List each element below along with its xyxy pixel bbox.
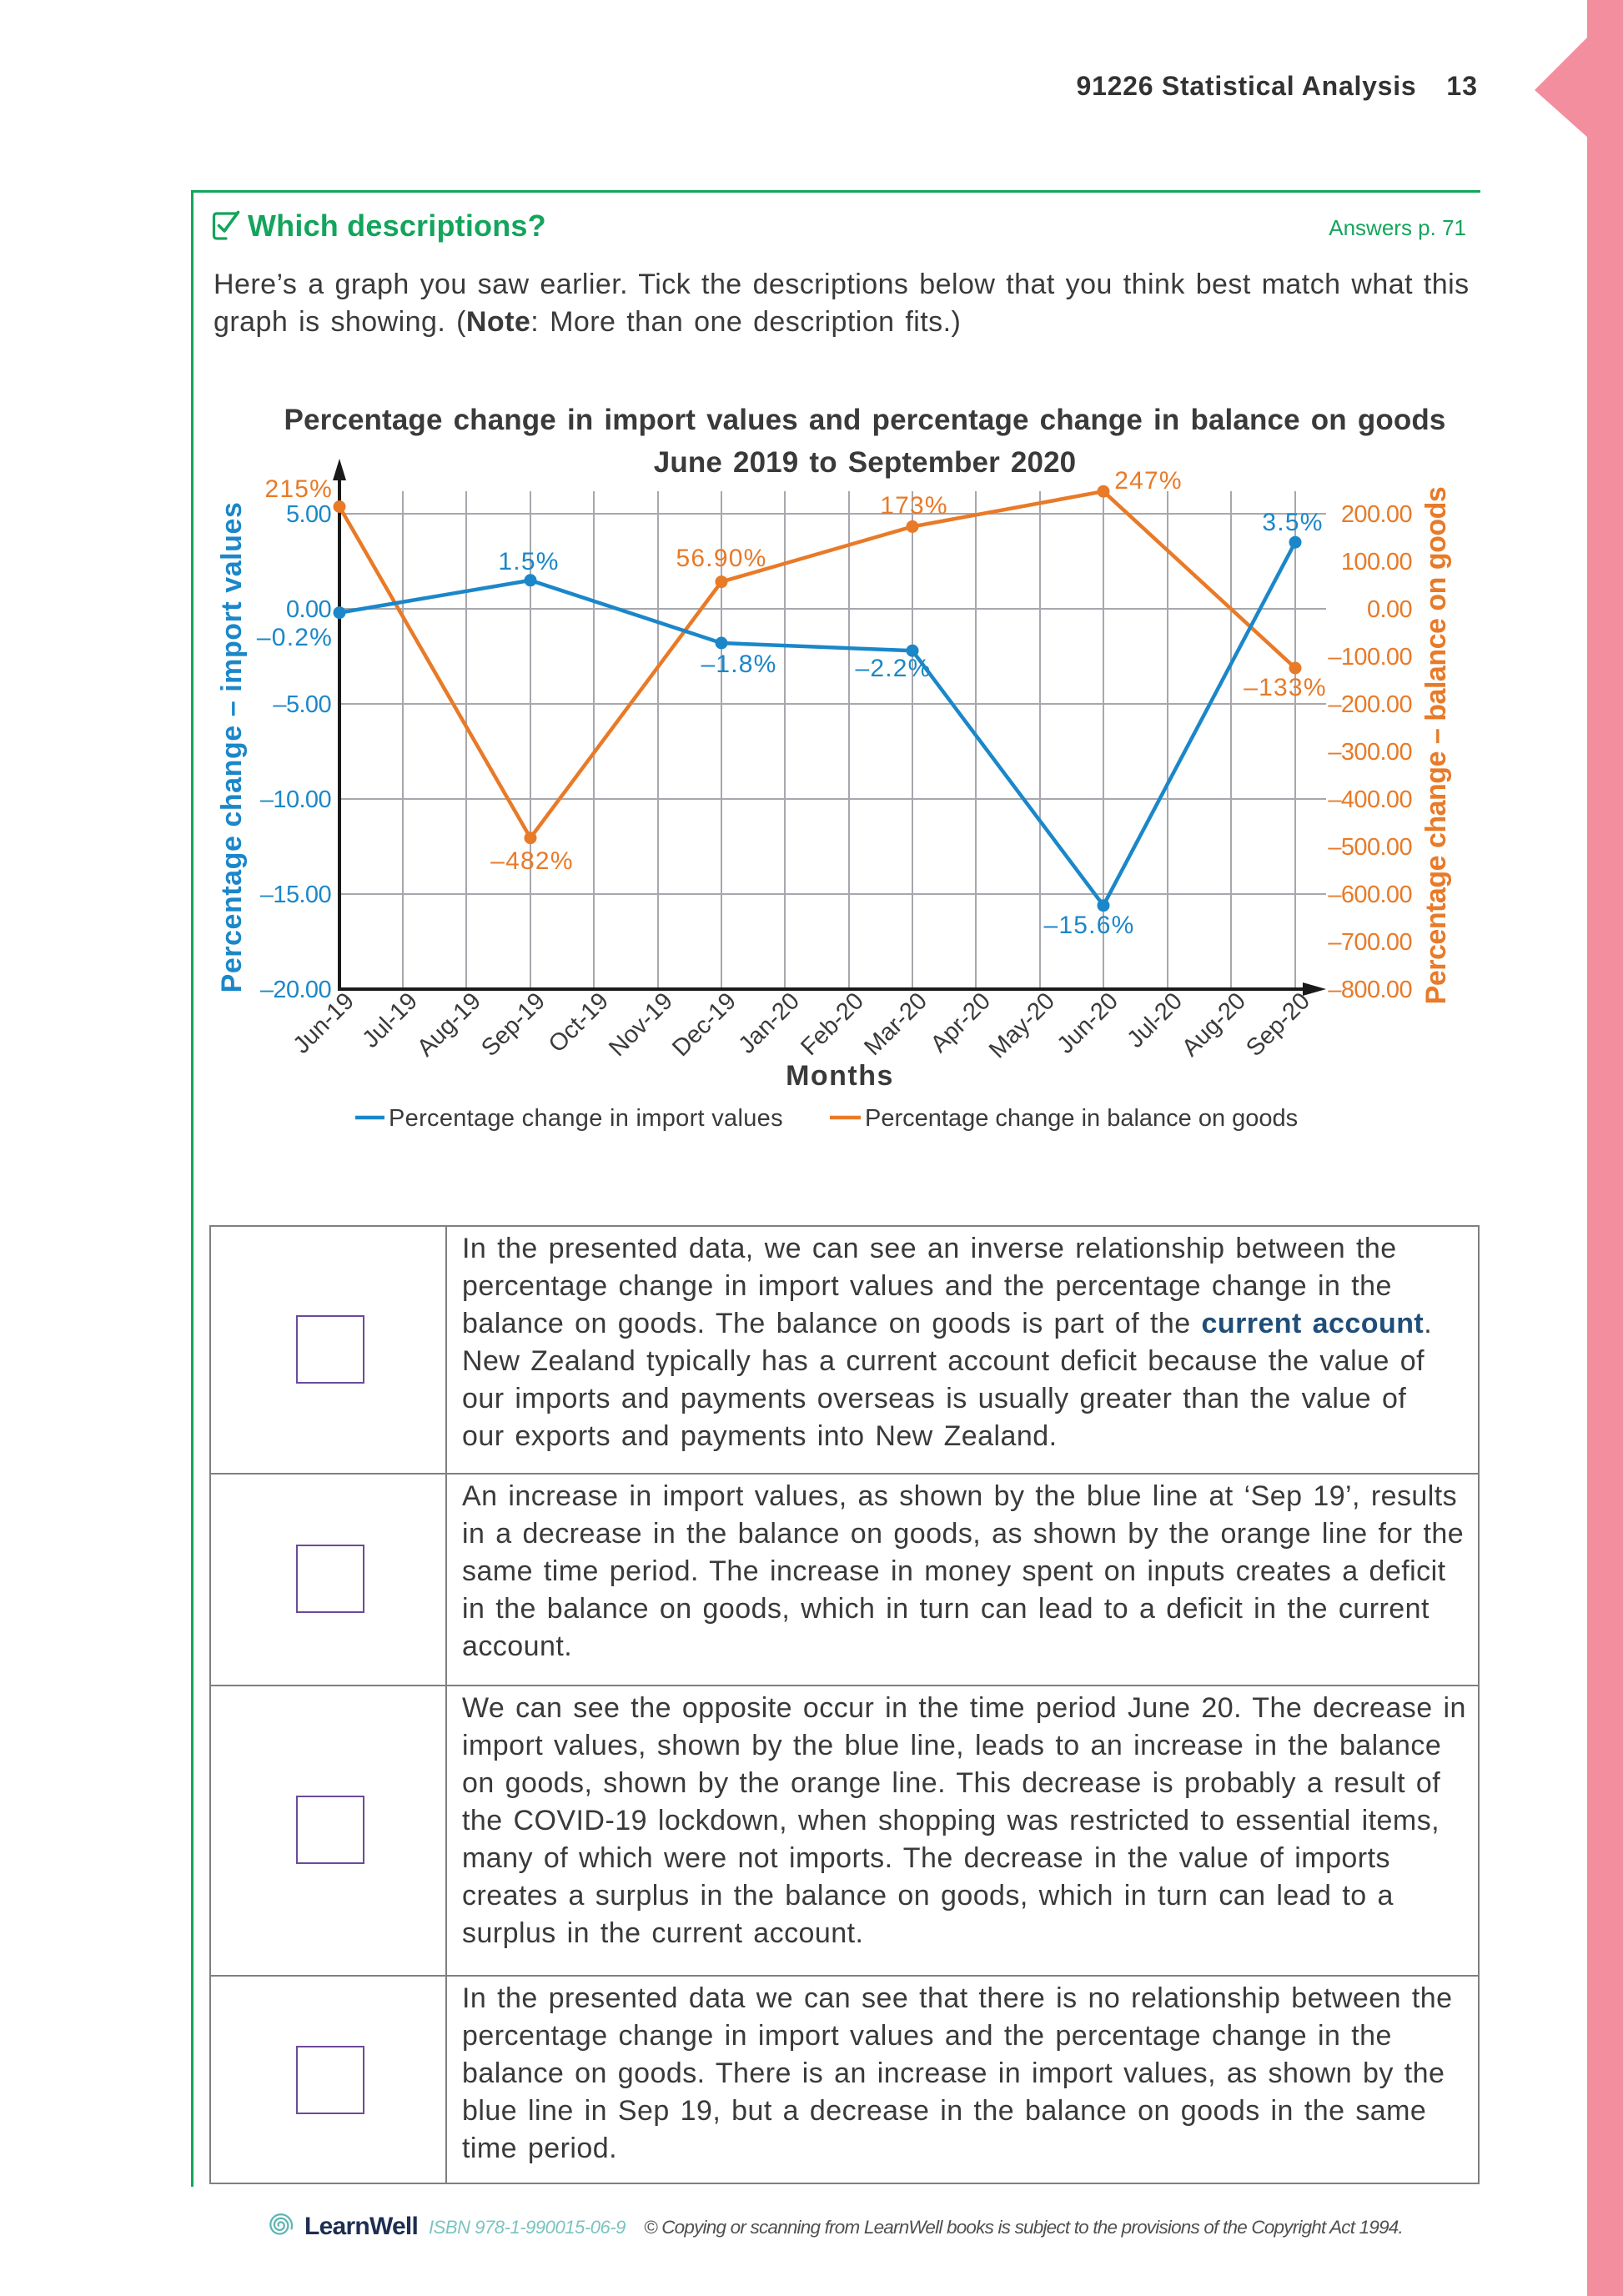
svg-text:–500.00: –500.00 bbox=[1328, 834, 1412, 861]
svg-text:Apr-20: Apr-20 bbox=[926, 987, 996, 1058]
svg-text:Dec-19: Dec-19 bbox=[667, 987, 741, 1062]
svg-text:Percentage change in balance o: Percentage change in balance on goods bbox=[865, 1105, 1298, 1132]
svg-text:0.00: 0.00 bbox=[1367, 596, 1412, 623]
svg-text:Oct-19: Oct-19 bbox=[544, 987, 614, 1058]
svg-text:–5.00: –5.00 bbox=[273, 691, 331, 718]
svg-text:Nov-19: Nov-19 bbox=[604, 987, 678, 1062]
svg-text:215%: 215% bbox=[264, 475, 333, 503]
svg-text:–200.00: –200.00 bbox=[1328, 691, 1412, 718]
svg-text:0.00: 0.00 bbox=[286, 596, 331, 623]
svg-text:3.5%: 3.5% bbox=[1262, 509, 1323, 536]
svg-text:5.00: 5.00 bbox=[286, 501, 331, 528]
svg-text:–400.00: –400.00 bbox=[1328, 786, 1412, 813]
svg-text:Feb-20: Feb-20 bbox=[796, 987, 869, 1061]
svg-text:200.00: 200.00 bbox=[1341, 501, 1412, 528]
svg-text:173%: 173% bbox=[880, 492, 948, 520]
svg-text:May-20: May-20 bbox=[984, 987, 1060, 1063]
svg-text:–20.00: –20.00 bbox=[260, 977, 331, 1003]
svg-text:Mar-20: Mar-20 bbox=[859, 987, 932, 1061]
svg-text:247%: 247% bbox=[1114, 467, 1183, 495]
svg-text:–0.2%: –0.2% bbox=[257, 624, 333, 651]
svg-text:–482%: –482% bbox=[490, 847, 573, 875]
svg-text:100.00: 100.00 bbox=[1341, 549, 1412, 575]
svg-text:–600.00: –600.00 bbox=[1328, 882, 1412, 908]
svg-text:Jan-20: Jan-20 bbox=[734, 987, 805, 1058]
svg-text:Sep-19: Sep-19 bbox=[476, 987, 550, 1062]
svg-text:Sep-20: Sep-20 bbox=[1241, 987, 1315, 1062]
svg-text:–100.00: –100.00 bbox=[1328, 644, 1412, 671]
svg-text:–800.00: –800.00 bbox=[1328, 977, 1412, 1003]
svg-text:Percentage change – balance on: Percentage change – balance on goods bbox=[1420, 487, 1452, 1005]
svg-text:Months: Months bbox=[786, 1060, 894, 1092]
svg-text:–700.00: –700.00 bbox=[1328, 929, 1412, 956]
svg-text:–15.00: –15.00 bbox=[260, 882, 331, 908]
svg-text:–1.8%: –1.8% bbox=[701, 651, 776, 678]
svg-text:Jun-20: Jun-20 bbox=[1053, 987, 1123, 1058]
svg-text:Percentage change in import va: Percentage change in import values bbox=[389, 1105, 783, 1132]
svg-text:–2.2%: –2.2% bbox=[855, 655, 931, 682]
svg-text:Percentage change – import val: Percentage change – import values bbox=[216, 502, 248, 993]
svg-text:–15.6%: –15.6% bbox=[1044, 912, 1135, 939]
svg-text:1.5%: 1.5% bbox=[498, 548, 559, 575]
svg-text:Aug-19: Aug-19 bbox=[412, 987, 486, 1062]
svg-text:–133%: –133% bbox=[1244, 674, 1326, 701]
svg-text:Aug-20: Aug-20 bbox=[1177, 987, 1251, 1062]
svg-text:–10.00: –10.00 bbox=[260, 786, 331, 813]
svg-text:–300.00: –300.00 bbox=[1328, 739, 1412, 766]
svg-text:56.90%: 56.90% bbox=[676, 545, 767, 572]
